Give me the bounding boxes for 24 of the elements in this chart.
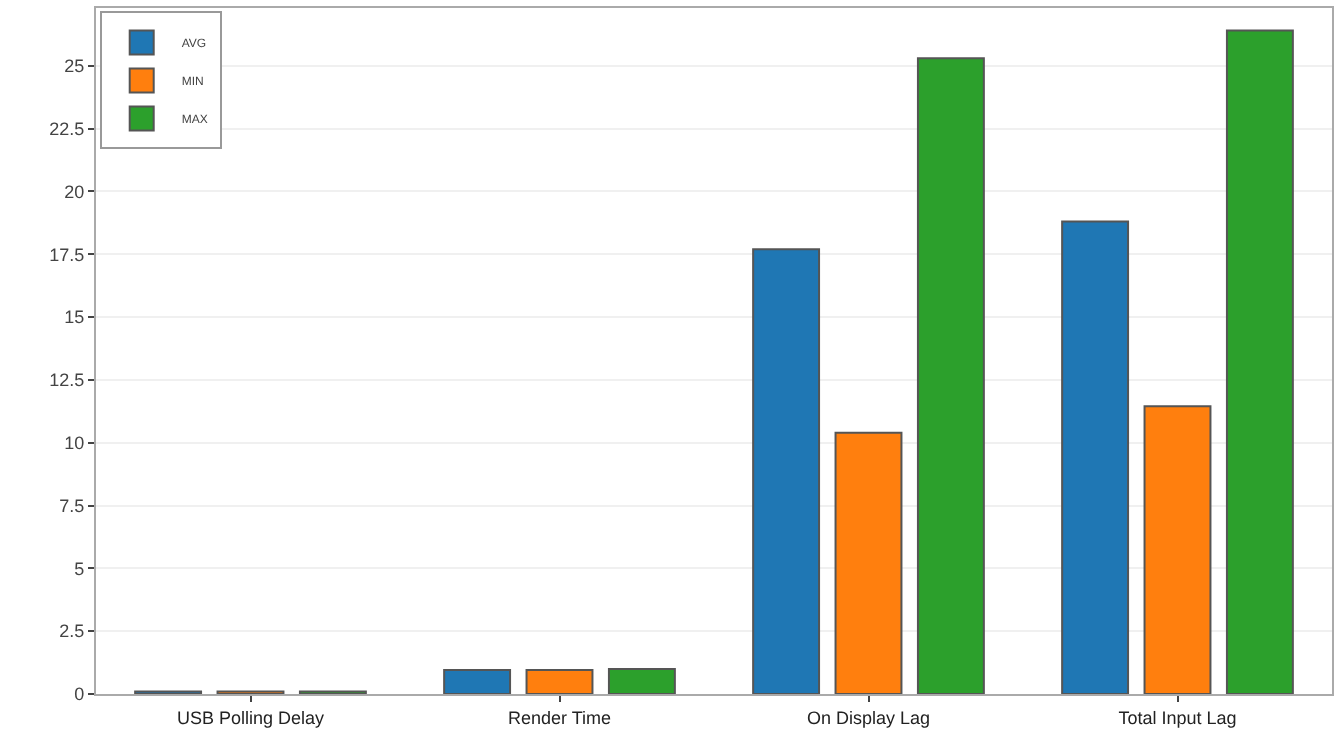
x-tick-label: On Display Lag [806,707,931,728]
y-tick-label: 20 [64,181,85,202]
bar [525,669,594,694]
bar [834,431,903,694]
bar [916,57,985,694]
bar [1061,220,1130,694]
y-tick-label: 25 [64,56,85,77]
y-tick-label: 5 [74,558,85,579]
bar [607,667,676,694]
y-tick-label: 7.5 [59,495,85,516]
y-tick-label: 2.5 [59,621,85,642]
y-tick-label: 10 [64,433,85,454]
x-tick-label: Render Time [507,707,612,728]
bar [443,669,512,694]
y-tick-label: 17.5 [49,244,85,265]
bar [752,248,821,694]
y-tick-label: 0 [74,684,85,705]
y-tick-label: 22.5 [49,118,85,139]
y-tick-label: 12.5 [49,370,85,391]
y-tick-label: 15 [64,307,85,328]
bar [1225,29,1294,694]
x-tick-label: USB Polling Delay [176,707,326,728]
x-tick-label: Total Input Lag [1118,707,1237,728]
bar [1143,405,1212,694]
